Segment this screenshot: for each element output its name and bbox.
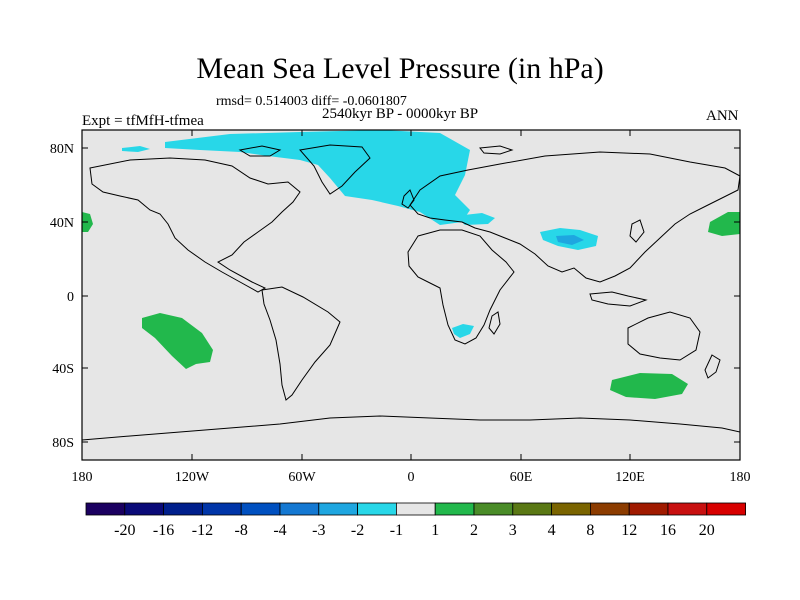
legend-swatch — [279, 502, 320, 516]
negative-anomaly-north-atlantic — [165, 130, 470, 225]
legend-label: 12 — [621, 522, 637, 539]
legend-swatch — [201, 502, 242, 516]
legend-label: -8 — [235, 522, 248, 539]
y-label-40s: 40S — [52, 362, 74, 377]
y-label-80n: 80N — [50, 142, 74, 157]
legend-label: 2 — [470, 522, 478, 539]
experiment-label: Expt = tfMfH-tfmea — [82, 113, 204, 129]
legend-label: 1 — [431, 522, 439, 539]
legend-swatch — [395, 502, 436, 516]
coast-japan — [629, 219, 645, 243]
negative-anomaly-mediterranean — [455, 213, 495, 225]
coastlines — [82, 144, 740, 441]
legend-swatch — [706, 502, 746, 516]
y-label-0: 0 — [67, 290, 74, 305]
coast-greenland — [299, 144, 371, 195]
coast-madagascar — [488, 311, 501, 335]
legend-swatch — [473, 502, 514, 516]
x-label-60w: 60W — [288, 470, 316, 485]
legend-swatch — [590, 502, 630, 516]
legend-label: -20 — [114, 522, 135, 539]
color-legend: -20 -16 -12 -8 -4 -3 -2 -1 1 2 3 4 8 12 16 20 — [85, 502, 746, 539]
x-axis-labels: 180 120W 60W 0 60E 120E 180 — [72, 470, 751, 485]
positive-anomaly-southern-indian — [610, 373, 688, 399]
axis-ticks — [82, 130, 740, 460]
legend-swatch — [667, 502, 708, 516]
x-label-120w: 120W — [175, 470, 210, 485]
legend-swatch — [551, 502, 591, 516]
coast-arctic-islands — [238, 145, 514, 157]
coast-uk — [401, 189, 415, 209]
legend-label: 20 — [699, 522, 715, 539]
legend-label: 4 — [548, 522, 556, 539]
y-label-80s: 80S — [52, 436, 74, 451]
legend-label: -12 — [192, 522, 213, 539]
legend-label: 3 — [509, 522, 517, 539]
coast-australia — [627, 311, 701, 361]
legend-swatch — [85, 502, 126, 516]
y-label-40n: 40N — [50, 216, 74, 231]
legend-label: -2 — [351, 522, 364, 539]
time-period: 2540kyr BP - 0000kyr BP — [322, 106, 479, 122]
y-axis-labels: 80N 40N 0 40S 80S — [50, 142, 74, 451]
negative-anomaly-arctic-small — [122, 146, 150, 152]
map-title: Mean Sea Level Pressure (in hPa) — [196, 52, 604, 85]
anomaly-fields — [82, 130, 740, 399]
legend-swatch — [628, 502, 669, 516]
rmsd-diff-stats: rmsd= 0.514003 diff= -0.0601807 — [216, 94, 407, 109]
x-label-180w: 180 — [72, 470, 93, 485]
x-label-120e: 120E — [615, 470, 645, 485]
legend-swatch — [318, 502, 358, 516]
positive-anomaly-north-pacific-east — [708, 212, 740, 236]
x-label-60e: 60E — [510, 470, 533, 485]
legend-swatch — [434, 502, 475, 516]
legend-label: -3 — [312, 522, 325, 539]
coast-indonesia — [589, 291, 648, 307]
legend-label: -4 — [273, 522, 286, 539]
legend-label: -1 — [390, 522, 403, 539]
season-label: ANN — [706, 108, 739, 124]
negative-anomaly-south-africa — [452, 324, 474, 338]
negative-anomaly-tibet-core — [556, 235, 584, 245]
legend-label: 8 — [586, 522, 594, 539]
legend-label: 16 — [660, 522, 676, 539]
coast-north-america — [89, 157, 301, 293]
legend-swatch — [163, 502, 203, 516]
x-label-180e: 180 — [730, 470, 751, 485]
legend-swatch — [357, 502, 397, 516]
coast-africa — [407, 229, 515, 345]
coast-new-zealand — [704, 354, 721, 379]
coast-south-america — [261, 286, 341, 401]
legend-swatch — [512, 502, 552, 516]
legend-swatch — [240, 502, 281, 516]
legend-label: -16 — [153, 522, 174, 539]
legend-swatch — [124, 502, 165, 516]
coast-eurasia — [409, 151, 740, 283]
x-label-0: 0 — [408, 470, 415, 485]
coast-antarctica — [82, 415, 740, 441]
positive-anomaly-south-pacific — [142, 313, 213, 369]
